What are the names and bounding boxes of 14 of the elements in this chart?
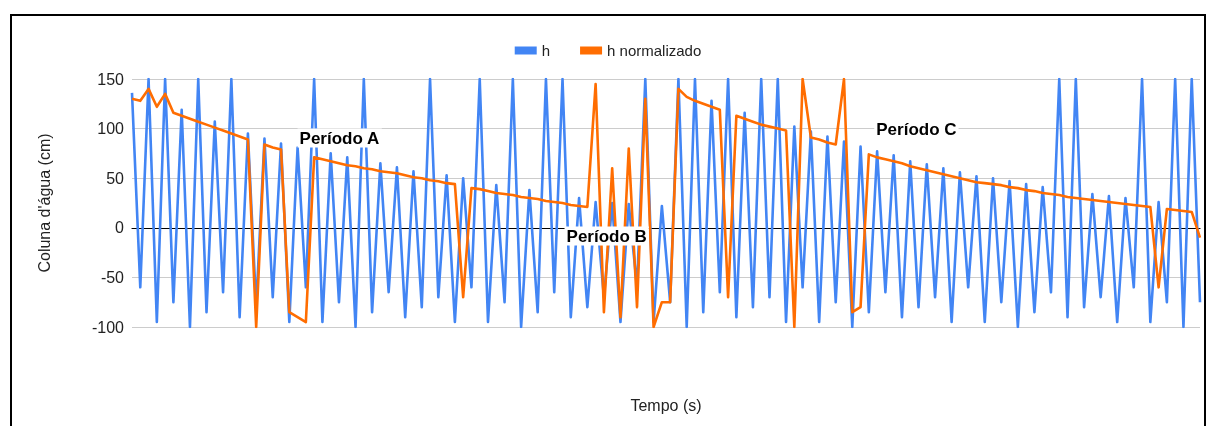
y-tick-label: 150 xyxy=(97,70,125,88)
y-tick-label: 0 xyxy=(115,219,125,237)
annotation: Período A xyxy=(299,128,380,148)
legend-label: h normalizado xyxy=(607,42,702,59)
x-axis-title: Tempo (s) xyxy=(630,396,702,414)
y-axis-title: Coluna d'água (cm) xyxy=(35,133,53,273)
legend-label: h xyxy=(541,42,551,59)
y-tick-label: -100 xyxy=(91,318,125,336)
y-tick-label: 50 xyxy=(106,169,125,187)
y-tick-label: -50 xyxy=(100,268,125,286)
y-tick-label: 100 xyxy=(97,120,125,138)
annotation: Período B xyxy=(566,226,647,246)
annotation: Período C xyxy=(876,119,957,139)
line-series xyxy=(130,77,1202,329)
